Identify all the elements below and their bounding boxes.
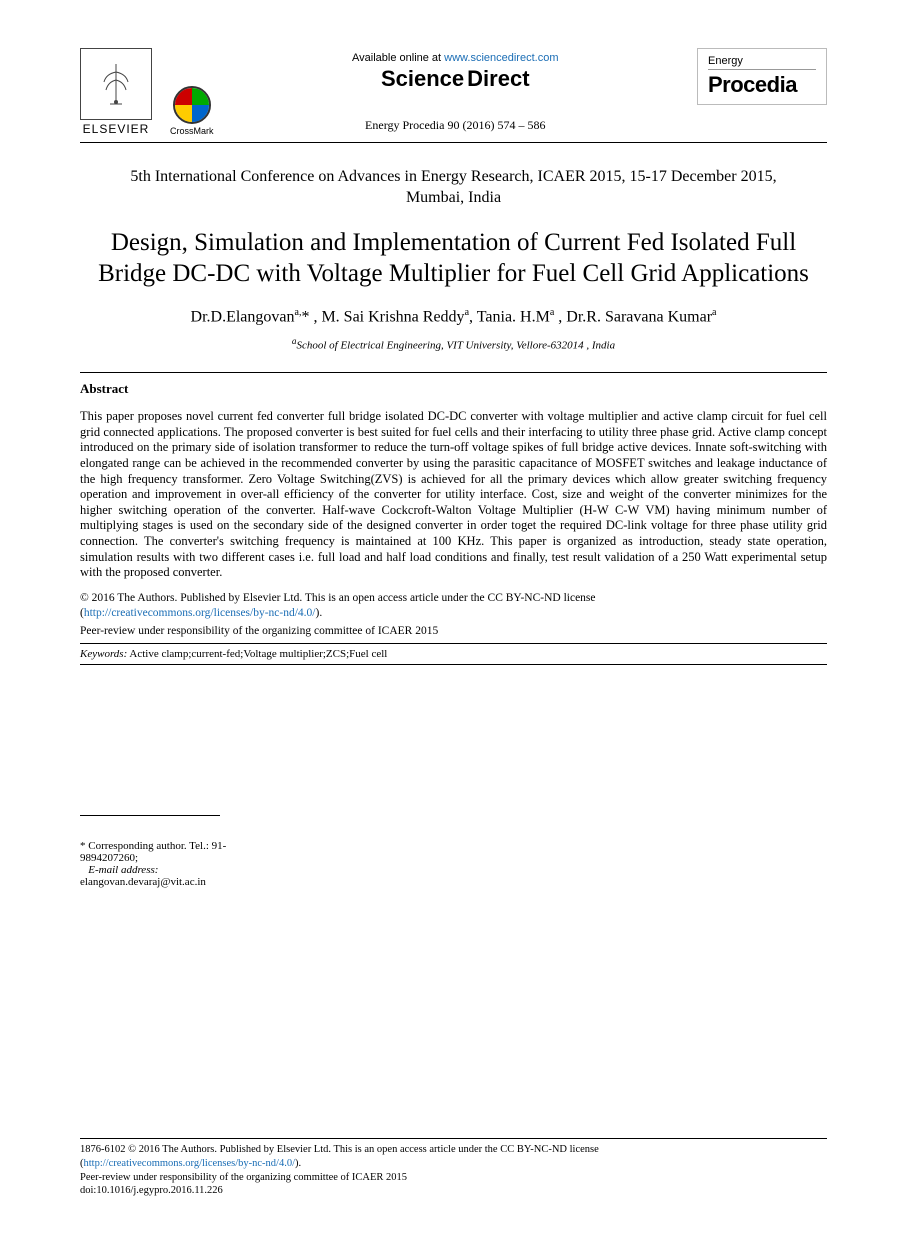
affiliation: aSchool of Electrical Engineering, VIT U… <box>80 336 827 352</box>
abstract-heading: Abstract <box>80 381 827 397</box>
authors-line: Dr.D.Elangovana,* , M. Sai Krishna Reddy… <box>80 307 827 326</box>
abstract-body: This paper proposes novel current fed co… <box>80 409 827 581</box>
header-row: ELSEVIER CrossMark Available online at w… <box>80 48 827 136</box>
available-online: Available online at www.sciencedirect.co… <box>214 52 697 64</box>
author-1-star: * <box>301 308 309 325</box>
author-2-sup: a <box>465 307 469 318</box>
corresponding-divider <box>80 815 220 816</box>
journal-energy-label: Energy <box>708 55 816 70</box>
journal-procedia-label: Procedia <box>708 72 816 98</box>
corresponding-author-block: * Corresponding author. Tel.: 91-9894207… <box>80 836 260 888</box>
corresponding-tel: * Corresponding author. Tel.: 91-9894207… <box>80 840 260 864</box>
license-url-link[interactable]: http://creativecommons.org/licenses/by-n… <box>84 607 316 619</box>
keywords-values: Active clamp;current-fed;Voltage multipl… <box>127 648 387 660</box>
journal-cover-box: Energy Procedia <box>697 48 827 105</box>
author-3: Tania. H.M <box>477 308 550 325</box>
footer-peer-review: Peer-review under responsibility of the … <box>80 1171 827 1185</box>
footer-license-url: (http://creativecommons.org/licenses/by-… <box>80 1157 827 1171</box>
corresponding-email-line: E-mail address: elangovan.devaraj@vit.ac… <box>80 864 260 888</box>
footer-license-link[interactable]: http://creativecommons.org/licenses/by-n… <box>84 1158 296 1169</box>
journal-reference: Energy Procedia 90 (2016) 574 – 586 <box>214 118 697 133</box>
header-left: ELSEVIER CrossMark <box>80 48 214 136</box>
author-4: Dr.R. Saravana Kumar <box>566 308 712 325</box>
header-center: Available online at www.sciencedirect.co… <box>214 52 697 133</box>
sciencedirect-url-link[interactable]: www.sciencedirect.com <box>444 52 558 64</box>
footer-issn-line: 1876-6102 © 2016 The Authors. Published … <box>80 1143 827 1157</box>
peer-review-line: Peer-review under responsibility of the … <box>80 625 827 637</box>
author-2: M. Sai Krishna Reddy <box>321 308 464 325</box>
email-value: elangovan.devaraj@vit.ac.in <box>80 876 206 888</box>
crossmark-icon <box>173 86 211 124</box>
keywords-row: Keywords: Active clamp;current-fed;Volta… <box>80 643 827 665</box>
email-label: E-mail address: <box>88 864 158 876</box>
author-3-sup: a <box>550 307 554 318</box>
affiliation-text: School of Electrical Engineering, VIT Un… <box>296 340 615 352</box>
footer-doi: doi:10.1016/j.egypro.2016.11.226 <box>80 1184 827 1198</box>
elsevier-label: ELSEVIER <box>83 122 150 136</box>
available-online-prefix: Available online at <box>352 52 444 64</box>
author-1: Dr.D.Elangovan <box>191 308 295 325</box>
license-copyright: © 2016 The Authors. Published by Elsevie… <box>80 592 596 604</box>
footer: 1876-6102 © 2016 The Authors. Published … <box>80 1138 827 1198</box>
crossmark-logo[interactable]: CrossMark <box>170 86 214 136</box>
author-4-sup: a <box>712 307 716 318</box>
conference-line: 5th International Conference on Advances… <box>100 167 807 209</box>
crossmark-label: CrossMark <box>170 126 214 136</box>
sciencedirect-wordmark: ScienceDirect <box>214 66 697 92</box>
elsevier-logo: ELSEVIER <box>80 48 152 136</box>
keywords-label: Keywords: <box>80 648 127 660</box>
elsevier-tree-icon <box>80 48 152 120</box>
paper-page: ELSEVIER CrossMark Available online at w… <box>0 0 907 1238</box>
paper-title: Design, Simulation and Implementation of… <box>90 227 817 290</box>
license-block: © 2016 The Authors. Published by Elsevie… <box>80 591 827 621</box>
footer-divider <box>80 1138 827 1139</box>
header-divider <box>80 142 827 143</box>
abstract-top-divider <box>80 372 827 373</box>
